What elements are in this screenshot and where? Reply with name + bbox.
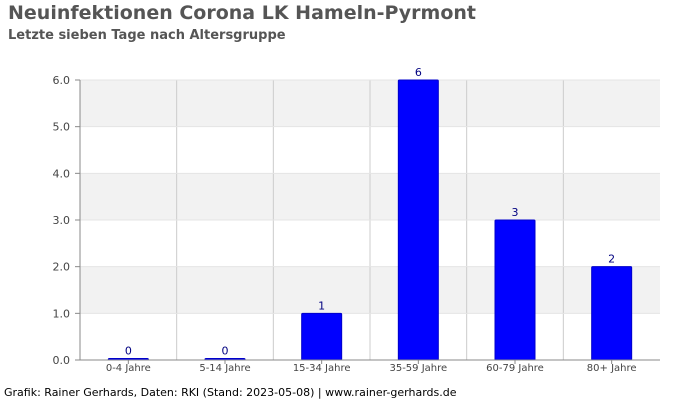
data-label: 3 (512, 206, 519, 219)
x-tick-label: 0-4 Jahre (106, 363, 151, 374)
y-tick-label: 6.0 (53, 74, 71, 87)
y-tick-label: 0.0 (53, 354, 71, 367)
data-label: 0 (125, 345, 132, 358)
y-tick-label: 4.0 (53, 167, 71, 180)
axes (79, 80, 660, 361)
y-tick-label: 2.0 (53, 261, 71, 274)
data-label: 6 (415, 66, 422, 79)
bar (591, 266, 633, 361)
chart-title: Neuinfektionen Corona LK Hameln-Pyrmont (8, 2, 476, 24)
data-label: 2 (608, 253, 615, 266)
x-tick-label: 35-59 Jahre (389, 363, 447, 374)
x-tick-label: 5-14 Jahre (199, 363, 250, 374)
bars (107, 79, 633, 361)
x-tick-label: 80+ Jahre (587, 363, 637, 374)
y-tick-label: 3.0 (53, 214, 71, 227)
bar (397, 79, 439, 361)
data-label: 0 (222, 345, 229, 358)
y-tick-labels: 0.0 1.0 2.0 3.0 4.0 5.0 6.0 (53, 74, 71, 367)
bar (301, 312, 343, 361)
bar (494, 219, 536, 361)
data-label: 1 (318, 299, 325, 312)
y-tick-label: 5.0 (53, 121, 71, 134)
x-tick-labels: 0-4 Jahre 5-14 Jahre 15-34 Jahre 35-59 Jahr… (106, 360, 637, 374)
source-footer: Grafik: Rainer Gerhards, Daten: RKI (Sta… (4, 386, 457, 399)
chart-subtitle: Letzte sieben Tage nach Altersgruppe (8, 28, 286, 43)
y-tick-label: 1.0 (53, 307, 71, 320)
x-tick-label: 60-79 Jahre (486, 363, 544, 374)
data-labels: 0 0 1 6 3 2 (125, 66, 615, 358)
x-tick-label: 15-34 Jahre (293, 363, 351, 374)
